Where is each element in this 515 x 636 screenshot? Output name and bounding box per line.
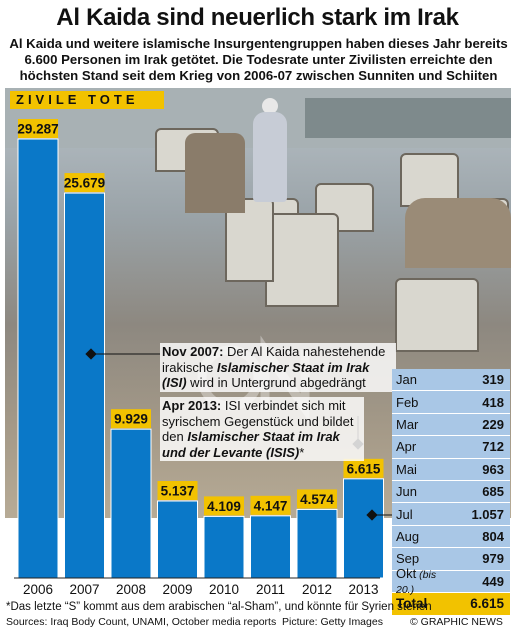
- value-label: 5.137: [161, 483, 195, 498]
- annotation-text: ISI verbindet sich mit syrischem Gegenst…: [162, 398, 354, 444]
- month-value: 449: [482, 573, 504, 589]
- x-tick-label: 2009: [162, 582, 192, 597]
- value-label-box: [343, 458, 384, 478]
- bar-2012: [296, 508, 338, 579]
- table-row: Apr 712: [392, 436, 510, 459]
- table-row: Mai 963: [392, 459, 510, 481]
- annotation-text: wird in Untergrund abgedrängt: [186, 375, 366, 390]
- annotation-emphasis: Islamischer Staat im Irak und der Levant…: [162, 429, 340, 460]
- x-tick-label: 2010: [209, 582, 239, 597]
- value-label-box: [111, 409, 151, 429]
- table-row: Sep 979: [392, 548, 510, 571]
- month-label: Sep: [396, 551, 420, 567]
- table-row: Mar 229: [392, 414, 510, 437]
- chart-title: ZIVILE TOTE: [16, 92, 139, 107]
- picture-credit: Picture: Getty Images: [282, 616, 383, 628]
- value-label: 6.615: [347, 461, 381, 476]
- value-label: 9.929: [114, 412, 148, 427]
- copyright: © GRAPHIC NEWS: [410, 616, 503, 628]
- annotation-date: Apr 2013:: [162, 398, 222, 413]
- value-label-box: [157, 480, 198, 500]
- bar-2010: [203, 515, 245, 579]
- annotation-text: Der Al Kaida nahestehende irakische: [162, 344, 386, 375]
- value-label: 4.109: [207, 499, 241, 514]
- sources: Sources: Iraq Body Count, UNAMI, October…: [6, 616, 277, 628]
- value-label-box: [250, 495, 291, 515]
- annotation-emphasis: Islamischer Staat im Irak (ISI): [162, 359, 370, 391]
- value-label: 29.287: [17, 122, 58, 137]
- bar-2008: [110, 428, 152, 579]
- value-label-box: [204, 496, 244, 516]
- month-value: 963: [482, 461, 504, 477]
- x-tick-label: 2008: [116, 582, 146, 597]
- value-label: 4.147: [254, 498, 288, 513]
- value-label-box: [297, 489, 337, 509]
- x-tick-label: 2012: [302, 582, 332, 597]
- annotation-text: *: [299, 444, 305, 460]
- month-label: Feb: [396, 394, 419, 410]
- month-value: 1.057: [471, 506, 504, 522]
- month-note: (bis 20.): [396, 569, 437, 597]
- total-label: Total: [396, 596, 428, 612]
- value-label: 4.574: [300, 492, 334, 507]
- annotation-nov-2007: Nov 2007: Der Al Kaida nahestehende irak…: [160, 343, 396, 392]
- table-row: Aug 804: [392, 526, 510, 549]
- subtitle: Al Kaida und weitere islamische Insurgen…: [9, 36, 508, 83]
- month-value: 685: [482, 484, 504, 500]
- table-row: Jun 685: [392, 481, 510, 504]
- leader-marker: [366, 509, 378, 521]
- value-label-box: [18, 119, 58, 138]
- bar-2006: [17, 138, 59, 579]
- chart-title-bar: ZIVILE TOTE: [10, 91, 164, 109]
- month-value: 804: [482, 528, 504, 544]
- footnote: *Das letzte “S” kommt aus dem arabischen…: [6, 601, 432, 613]
- table-row: Okt (bis 20.) 449: [392, 566, 510, 596]
- month-label: Okt (bis 20.): [396, 566, 437, 597]
- bar-2007: [64, 192, 105, 579]
- month-label: Jan: [396, 372, 417, 388]
- month-value: 319: [482, 372, 504, 388]
- bar-2013: [343, 478, 384, 579]
- table-row: Feb 418: [392, 391, 510, 414]
- page-title: Al Kaida sind neuerlich stark im Irak: [56, 4, 459, 31]
- table-row: Jan 319: [392, 369, 510, 392]
- month-value: 418: [482, 394, 504, 410]
- month-label: Jun: [396, 484, 417, 500]
- table-row: Jul 1.057: [392, 503, 510, 526]
- month-label: Mai: [396, 461, 417, 477]
- month-label: Mar: [396, 416, 419, 432]
- annotation-date: Nov 2007:: [162, 344, 224, 359]
- month-label: Jul: [396, 506, 413, 522]
- x-tick-label: 2013: [348, 582, 378, 597]
- total-value: 6.615: [470, 596, 504, 612]
- month-label: Apr: [396, 439, 417, 455]
- x-tick-label: 2011: [256, 582, 285, 597]
- month-value: 712: [482, 439, 504, 455]
- person-figure: [245, 98, 295, 202]
- x-tick-label: 2006: [23, 582, 53, 597]
- bar-2011: [250, 515, 291, 579]
- annotation-apr-2013: Apr 2013: ISI verbindet sich mit syrisch…: [160, 397, 364, 461]
- monthly-table: Jan 319 Feb 418 Mar 229 Apr 712 Mai 963 Jun 685 Jul 1…: [392, 369, 510, 615]
- x-tick-label: 2007: [69, 582, 99, 597]
- month-value: 229: [482, 416, 504, 432]
- bar-2009: [157, 500, 198, 579]
- table-total-row: Total 6.615: [392, 592, 510, 615]
- month-value: 979: [482, 551, 504, 567]
- value-label-box: [64, 173, 105, 193]
- value-label: 25.679: [64, 176, 105, 191]
- month-label: Aug: [396, 528, 420, 544]
